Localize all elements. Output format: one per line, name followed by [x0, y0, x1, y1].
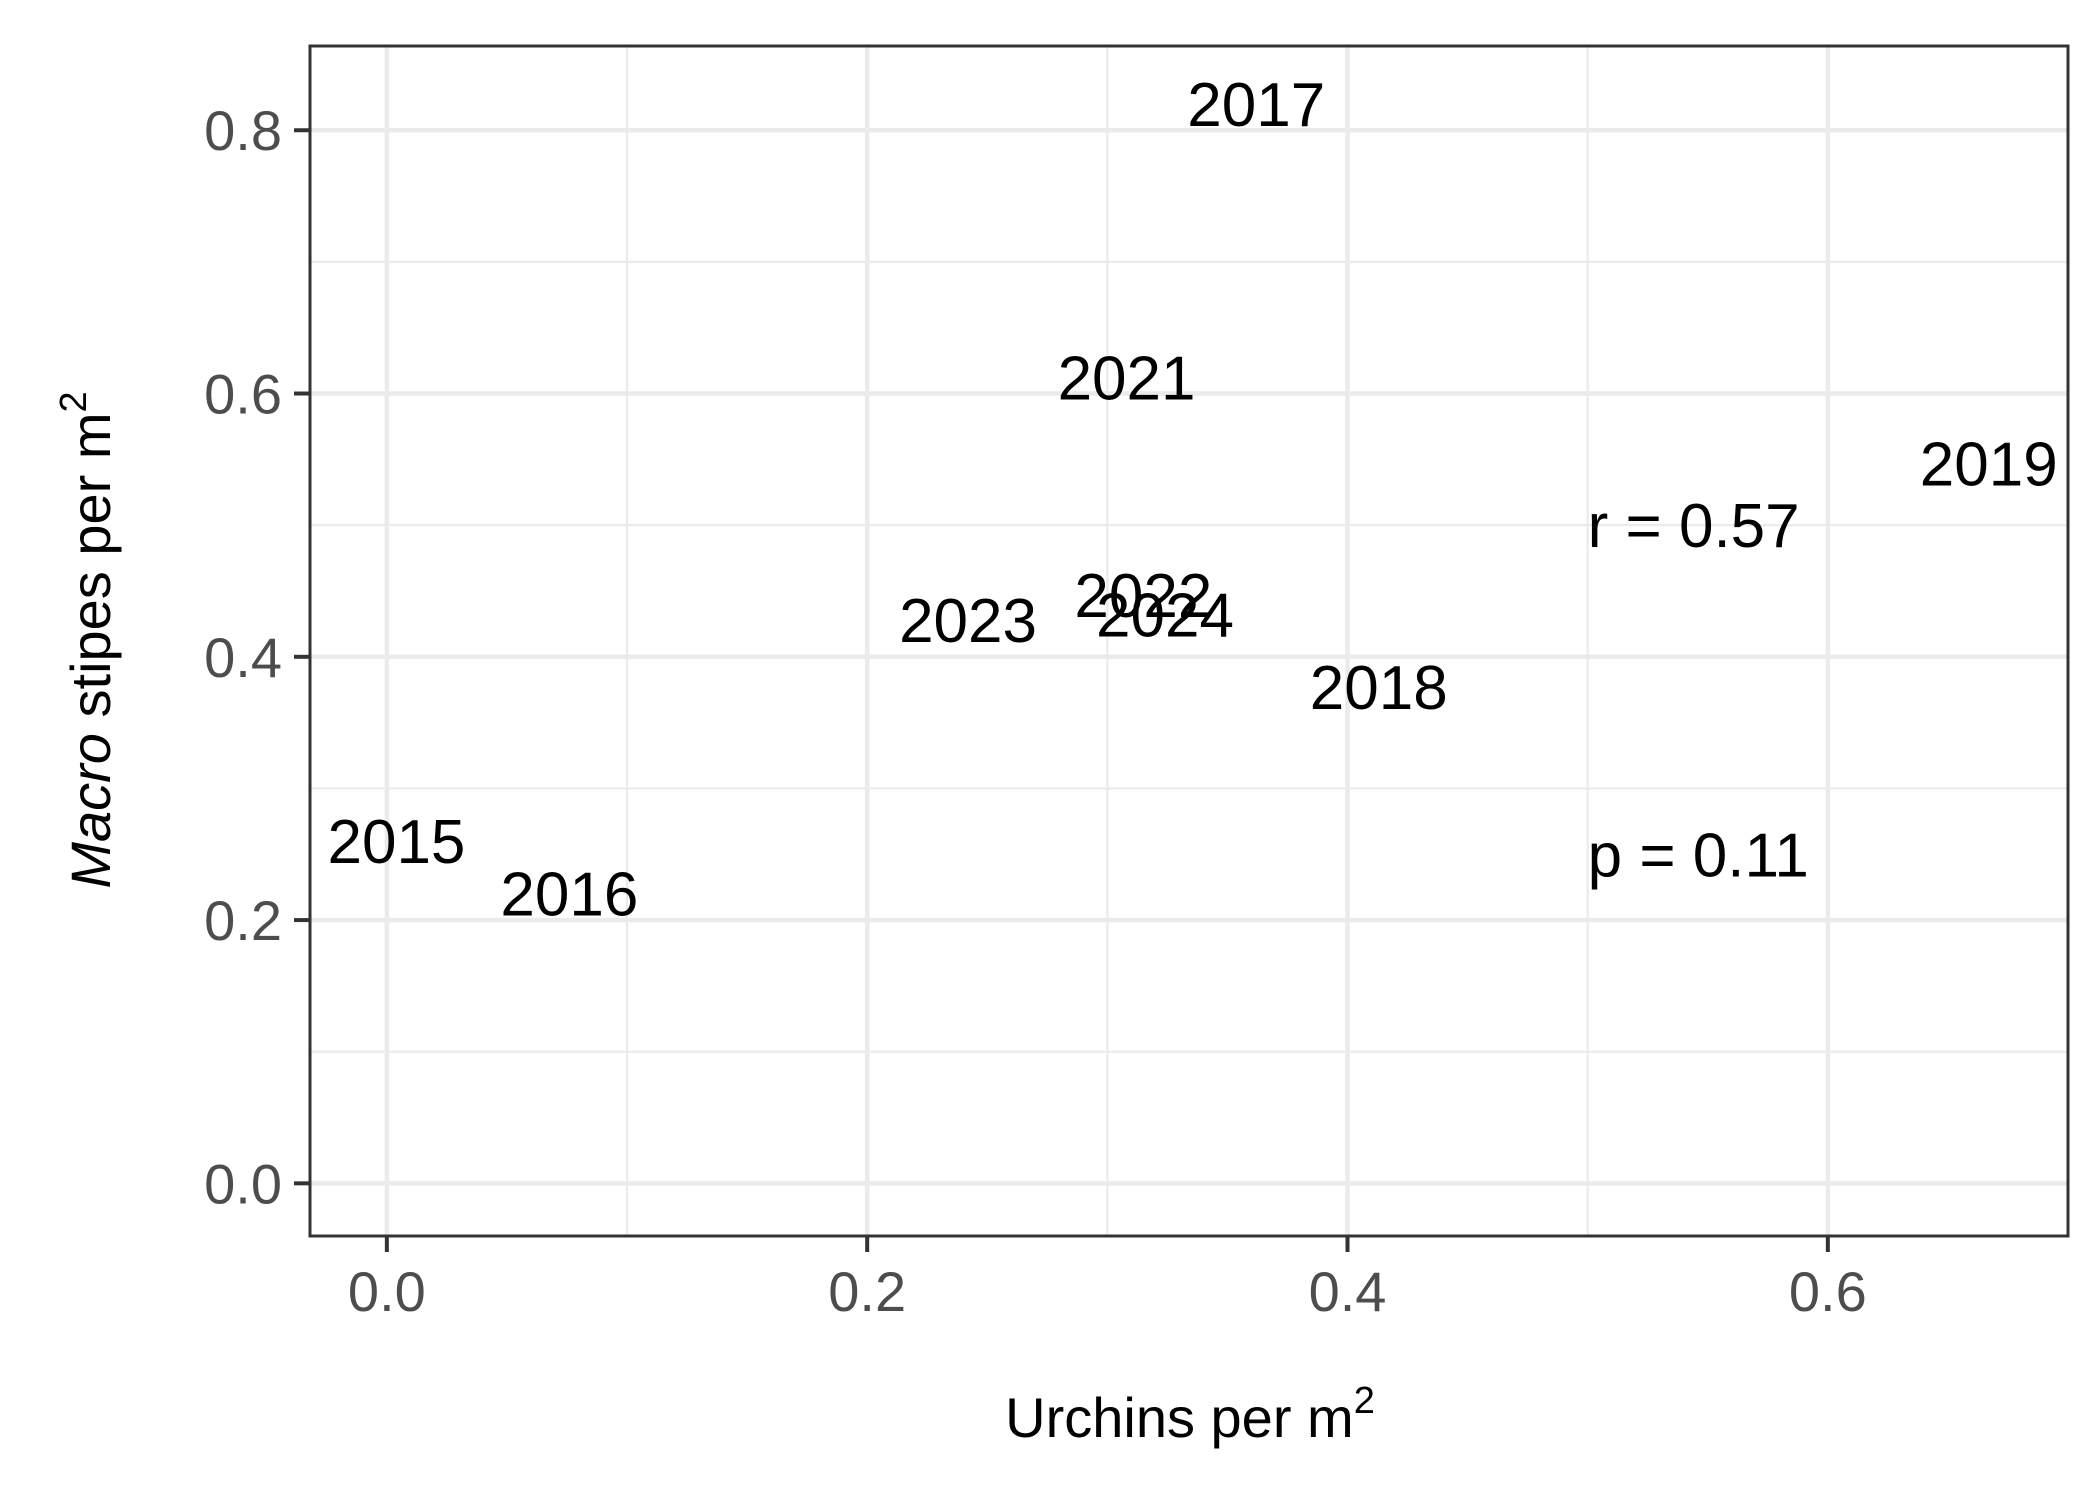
x-tick-label: 0.4 [1309, 1260, 1387, 1323]
x-axis-title: Urchins per m2 [1005, 1380, 1375, 1449]
p-value-annotation: p = 0.11 [1588, 821, 1809, 890]
x-axis-title-superscript: 2 [1354, 1380, 1375, 1422]
x-tick-label: 0.0 [348, 1260, 426, 1323]
point-label-2015: 2015 [327, 808, 465, 877]
point-label-2019: 2019 [1920, 430, 2058, 499]
y-tick-label: 0.2 [204, 889, 282, 952]
point-label-2021: 2021 [1058, 345, 1196, 414]
stat-annotations: r = 0.57 p = 0.11 [1588, 492, 1809, 890]
point-label-2024: 2024 [1096, 582, 1234, 651]
y-tick-label: 0.4 [204, 626, 282, 689]
x-axis-tick-labels: 0.0 0.2 0.4 0.6 [348, 1260, 1867, 1323]
y-axis-title-superscript: 2 [53, 391, 95, 412]
point-label-2023: 2023 [899, 587, 1037, 656]
y-axis-title: Macro stipes per m2 [53, 391, 122, 888]
point-label-2022: 2022 [1074, 562, 1212, 631]
x-axis-title-text: Urchins per m [1005, 1386, 1354, 1449]
x-tick-label: 0.6 [1789, 1260, 1867, 1323]
plot-panel-background [310, 46, 2068, 1236]
y-axis-title-italic: Macro [59, 733, 122, 889]
point-label-2016: 2016 [500, 861, 638, 930]
y-tick-label: 0.6 [204, 363, 282, 426]
y-axis-title-text: stipes per m [59, 412, 122, 733]
y-axis-tick-labels: 0.0 0.2 0.4 0.6 0.8 [204, 99, 282, 1215]
x-tick-label: 0.2 [828, 1260, 906, 1323]
plot-panel-border [308, 44, 2070, 1238]
point-labels: 2015 2016 2017 2018 2019 2021 2022 2023 2024 [327, 71, 2057, 930]
y-tick-label: 0.8 [204, 99, 282, 162]
point-label-2017: 2017 [1187, 71, 1325, 140]
correlation-annotation: r = 0.57 [1588, 492, 1800, 561]
major-gridlines [310, 46, 2068, 1236]
point-label-2018: 2018 [1310, 654, 1448, 723]
axis-ticks [294, 128, 1830, 1252]
y-tick-label: 0.0 [204, 1152, 282, 1215]
minor-gridlines [310, 46, 2068, 1236]
